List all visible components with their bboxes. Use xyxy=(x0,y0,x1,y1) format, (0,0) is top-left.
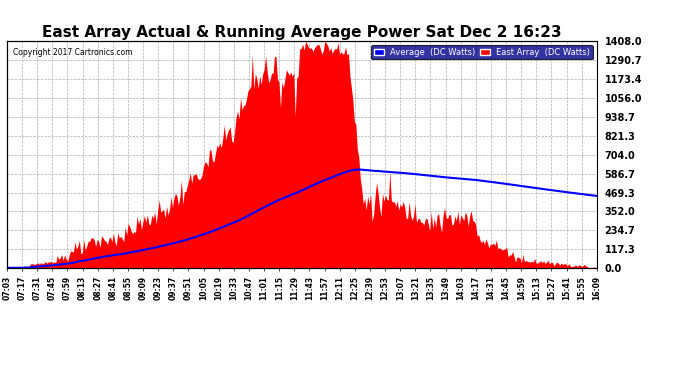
Text: Copyright 2017 Cartronics.com: Copyright 2017 Cartronics.com xyxy=(13,48,132,57)
Legend: Average  (DC Watts), East Array  (DC Watts): Average (DC Watts), East Array (DC Watts… xyxy=(371,45,593,59)
Title: East Array Actual & Running Average Power Sat Dec 2 16:23: East Array Actual & Running Average Powe… xyxy=(42,25,562,40)
